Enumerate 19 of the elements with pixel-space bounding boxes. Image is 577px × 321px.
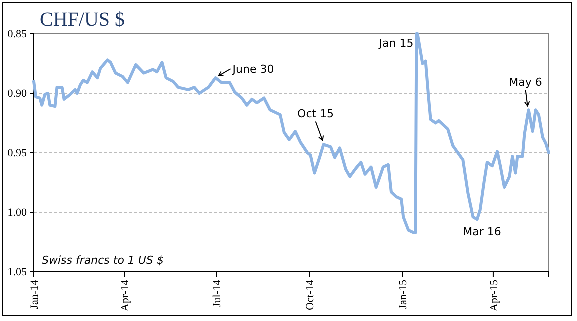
x-tick-label: Jul-14 (212, 280, 224, 308)
x-tick-label: Oct-14 (304, 280, 317, 311)
chart-title: CHF/US $ (40, 9, 126, 31)
annotation: Jan 15 (378, 37, 414, 50)
y-tick-label: 1.00 (8, 207, 28, 220)
y-tick-label: 1.05 (8, 266, 28, 279)
annotation: Mar 16 (463, 226, 502, 239)
x-tick-label: Apr-14 (120, 280, 132, 312)
y-tick-label: 0.85 (8, 28, 28, 41)
y-tick-label: 0.90 (8, 88, 28, 100)
x-tick-label: Jan-15 (397, 280, 410, 310)
y-tick-label: 0.95 (8, 148, 28, 160)
annotation: May 6 (509, 76, 542, 90)
x-tick-label: Apr-15 (488, 280, 500, 312)
line-series (32, 32, 550, 234)
annotation: June 30 (232, 63, 274, 76)
x-tick-label: Jan-14 (28, 280, 41, 310)
annotation: Oct 15 (298, 108, 334, 121)
annotation: Swiss francs to 1 US $ (42, 254, 164, 267)
